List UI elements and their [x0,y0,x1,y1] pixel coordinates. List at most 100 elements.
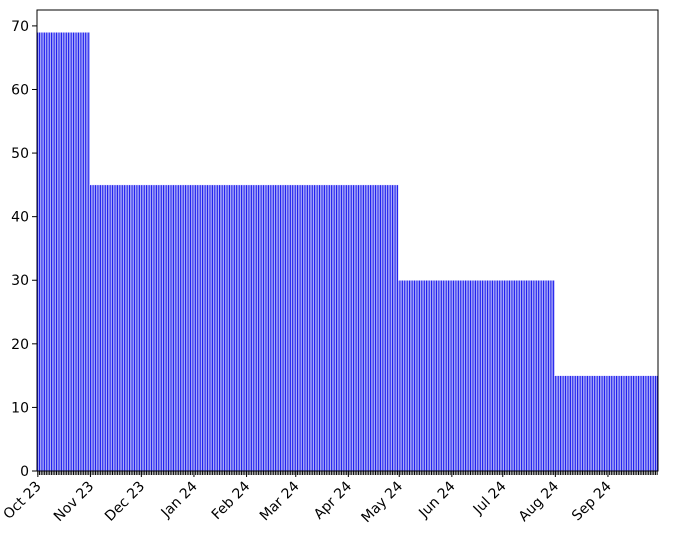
bar [403,279,406,472]
bar [552,279,555,472]
bar [471,279,474,472]
bar [637,375,640,472]
bar [564,375,567,472]
bar [382,184,386,472]
bar [337,184,340,472]
bar [393,184,396,472]
x-tick-label: Apr 24 [311,478,355,522]
bar [216,184,219,472]
bar [119,184,123,472]
bar [102,184,106,472]
bar [578,375,581,472]
bar [404,279,408,472]
bar [124,184,128,472]
bar [75,32,78,472]
bar [309,184,313,472]
bar [304,184,308,472]
bar [140,184,143,472]
bar [277,184,280,472]
bar [533,279,537,472]
bar [301,184,304,472]
bar [345,184,348,472]
bar [311,184,314,472]
bar [243,184,246,472]
bar [153,184,157,472]
bar [562,375,565,472]
bar [118,184,121,472]
bar [226,184,229,472]
bar [257,184,260,472]
bar [538,279,542,472]
bar [501,279,504,472]
bar [357,184,360,472]
bar [391,184,394,472]
bar [99,184,102,472]
bar [274,184,277,472]
bar [252,184,255,472]
bar [420,279,423,472]
bar [611,375,615,472]
bar [372,184,375,472]
bar [584,375,587,472]
bar [557,375,560,472]
bar [326,184,330,472]
bar [299,184,302,472]
bar [113,184,116,472]
x-tick-label: Sep 24 [569,478,615,524]
bar [513,279,516,472]
x-tick-label: Jul 24 [470,478,510,518]
bar [196,184,199,472]
bar [315,184,318,472]
bar [206,184,209,472]
bar [600,375,603,472]
bar [340,184,343,472]
bar [114,184,118,472]
bar [610,375,613,472]
bar [184,184,187,472]
bar [365,184,369,472]
bar [148,184,151,472]
bar [547,279,550,472]
bar [428,279,431,472]
bar [150,184,153,472]
bar [316,184,319,472]
bars-group [36,32,659,472]
bar [191,184,194,472]
bar [640,375,643,472]
bar [423,279,426,472]
bar [94,184,97,472]
bar [236,184,240,472]
bar [486,279,489,472]
bar [418,279,421,472]
bar [294,184,297,472]
bar [415,279,418,472]
bar [645,375,649,472]
bar [335,184,338,472]
bar [189,184,192,472]
bar [635,375,638,472]
bar [133,184,136,472]
bar [41,32,45,472]
bar [367,184,370,472]
bar [330,184,333,472]
bar [192,184,196,472]
bar [130,184,133,472]
bar [170,184,173,472]
x-tick-label: Jan 24 [158,478,201,521]
x-tick-label: Oct 23 [0,479,44,523]
bar [55,32,58,472]
bar [342,184,345,472]
bar [516,279,520,472]
bar [279,184,282,472]
bar [267,184,270,472]
bar [399,279,403,472]
bar [331,184,335,472]
bar [506,279,509,472]
bar [208,184,211,472]
bar [231,184,235,472]
bar [218,184,221,472]
bar [89,184,92,472]
y-tick-label: 30 [11,273,29,289]
bar [537,279,540,472]
bar [450,279,453,472]
